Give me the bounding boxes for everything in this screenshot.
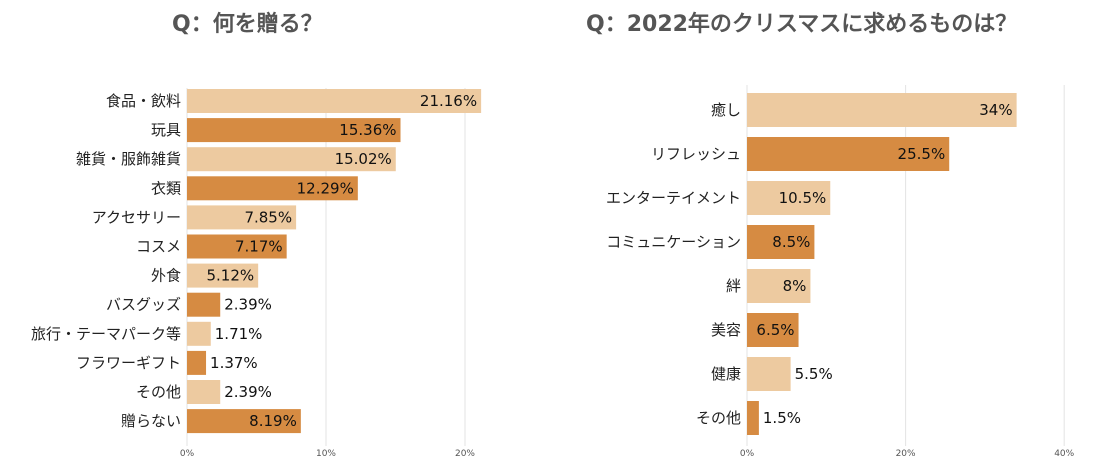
right-value-label-5: 6.5%	[756, 321, 794, 339]
right-category-label-7: その他	[696, 409, 741, 427]
right-category-label-1: リフレッシュ	[651, 145, 741, 163]
left-value-label-11: 8.19%	[249, 412, 297, 430]
left-category-label-1: 玩具	[151, 121, 181, 139]
left-value-label-4: 7.85%	[244, 208, 292, 226]
right-category-label-4: 絆	[726, 277, 741, 295]
right-bar-5	[747, 313, 799, 347]
right-category-label-3: コミュニケーション	[606, 233, 741, 251]
left-value-label-8: 1.71%	[215, 325, 263, 343]
left-category-label-6: 外食	[151, 267, 181, 285]
left-category-label-11: 贈らない	[121, 412, 181, 430]
left-bar-6	[187, 263, 259, 288]
right-bar-1	[747, 137, 950, 171]
left-bar-7	[187, 292, 221, 317]
left-category-label-10: その他	[136, 383, 181, 401]
left-bar-10	[187, 380, 221, 404]
right-value-label-7: 1.5%	[763, 409, 801, 427]
left-bar-2	[187, 147, 396, 172]
left-bar-5	[187, 234, 287, 259]
right-value-label-4: 8%	[783, 277, 807, 295]
left-value-label-0: 21.16%	[420, 92, 477, 110]
right-tick-label-0: 0%	[740, 449, 755, 459]
right-value-label-0: 34%	[979, 101, 1012, 119]
left-value-label-1: 15.36%	[339, 121, 396, 139]
left-value-label-10: 2.39%	[224, 383, 272, 401]
left-category-label-3: 衣類	[151, 179, 181, 197]
left-bar-11	[187, 409, 301, 434]
left-bar-0	[187, 89, 482, 113]
left-category-label-5: コスメ	[136, 238, 181, 256]
chart-title-left: Q：何を贈る？	[172, 12, 323, 37]
left-value-label-9: 1.37%	[210, 354, 258, 372]
left-bar-9	[187, 350, 207, 375]
left-value-label-7: 2.39%	[224, 296, 272, 314]
right-category-label-5: 美容	[711, 321, 741, 339]
left-value-label-5: 7.17%	[235, 238, 283, 256]
left-bar-3	[187, 176, 358, 201]
right-bar-2	[747, 181, 831, 215]
left-tick-label-2: 20%	[455, 449, 475, 459]
right-bar-7	[747, 401, 759, 435]
right-value-label-2: 10.5%	[779, 189, 827, 207]
right-value-label-3: 8.5%	[772, 233, 810, 251]
right-value-label-1: 25.5%	[898, 145, 946, 163]
left-value-label-6: 5.12%	[207, 267, 255, 285]
right-bar-4	[747, 269, 811, 303]
left-bar-4	[187, 205, 297, 230]
right-tick-label-1: 20%	[896, 449, 916, 459]
left-category-label-4: アクセサリー	[92, 208, 181, 226]
left-value-label-3: 12.29%	[297, 179, 354, 197]
right-category-label-2: エンターテイメント	[606, 189, 741, 207]
left-tick-label-0: 0%	[180, 449, 195, 459]
left-tick-label-1: 10%	[316, 449, 336, 459]
right-tick-label-2: 40%	[1054, 449, 1074, 459]
left-category-label-7: バスグッズ	[106, 296, 181, 314]
right-bar-3	[747, 225, 815, 259]
right-bar-0	[747, 93, 1017, 127]
left-bar-1	[187, 118, 401, 143]
left-category-label-0: 食品・飲料	[106, 92, 181, 110]
right-bar-6	[747, 357, 791, 391]
right-category-label-0: 癒し	[711, 101, 741, 119]
right-value-label-6: 5.5%	[795, 365, 833, 383]
left-category-label-9: フラワーギフト	[76, 354, 181, 372]
right-category-label-6: 健康	[711, 365, 741, 383]
chart-title-right: Q：2022年のクリスマスに求めるものは？	[586, 12, 1018, 37]
left-category-label-8: 旅行・テーマパーク等	[31, 325, 181, 343]
left-category-label-2: 雑貨・服飾雑貨	[76, 150, 181, 168]
left-value-label-2: 15.02%	[335, 150, 392, 168]
left-bar-8	[187, 321, 211, 346]
